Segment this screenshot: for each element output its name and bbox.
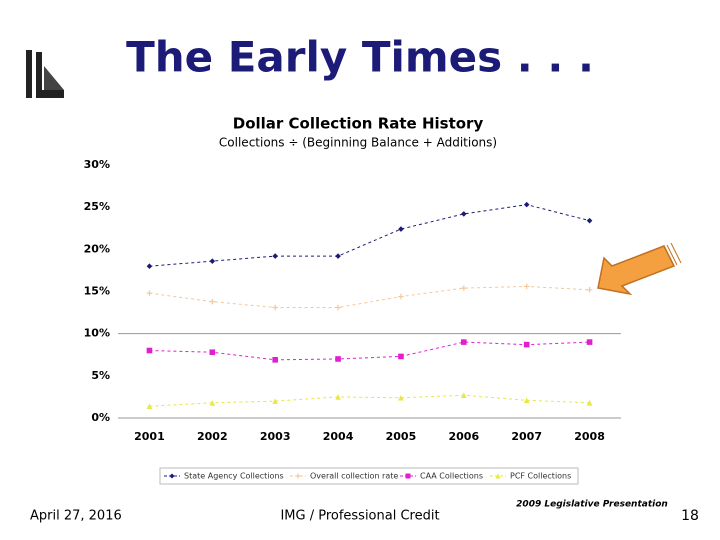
marker	[209, 349, 216, 356]
marker	[272, 304, 278, 311]
marker	[398, 226, 404, 232]
marker	[209, 298, 216, 305]
marker	[461, 392, 467, 399]
marker	[586, 400, 593, 406]
page-number: 18	[681, 508, 699, 524]
marker	[169, 473, 175, 479]
x-tick-label: 2004	[323, 430, 354, 443]
marker	[523, 341, 530, 348]
logo	[26, 50, 64, 98]
x-tick-label: 2006	[449, 430, 480, 443]
marker	[272, 253, 278, 259]
marker	[209, 400, 216, 406]
marker	[272, 398, 278, 404]
series-line	[149, 204, 590, 267]
x-tick-label: 2007	[511, 430, 542, 443]
marker	[586, 339, 593, 345]
marker	[461, 211, 467, 217]
marker	[398, 293, 404, 300]
marker	[398, 353, 404, 360]
x-tick-label: 2002	[197, 430, 228, 443]
marker	[495, 473, 501, 479]
arrow	[597, 242, 682, 296]
y-tick-label: 25%	[84, 200, 110, 213]
marker	[272, 357, 278, 363]
marker	[586, 287, 593, 293]
x-tick-label: 2003	[260, 430, 291, 443]
y-tick-label: 20%	[84, 242, 110, 255]
marker	[295, 473, 301, 479]
legend-box	[159, 467, 579, 485]
series-line	[149, 285, 590, 309]
marker	[523, 201, 530, 208]
marker	[461, 339, 467, 345]
footer: IMG / Professional Credit	[280, 509, 439, 524]
y-tick-label: 30%	[84, 158, 110, 171]
x-tick-label: 2008	[574, 430, 605, 443]
date: April 27, 2016	[30, 509, 122, 524]
marker	[335, 304, 341, 311]
marker	[523, 397, 530, 404]
legend-label: State Agency Collections	[184, 472, 284, 481]
marker	[335, 253, 341, 259]
x-tick-label: 2005	[386, 430, 417, 443]
x-tick-label: 2001	[134, 430, 165, 443]
slide-title: The Early Times . . .	[126, 33, 594, 82]
marker	[586, 217, 593, 224]
series-line	[149, 394, 590, 407]
legend-label: Overall collection rate	[310, 472, 398, 481]
marker	[335, 394, 341, 400]
marker	[146, 347, 153, 354]
marker	[146, 403, 153, 409]
y-tick-label: 5%	[91, 369, 110, 382]
marker	[146, 263, 153, 269]
marker	[209, 258, 216, 264]
marker	[461, 285, 467, 291]
legend-label: PCF Collections	[510, 472, 571, 481]
presentation-name: 2009 Legislative Presentation	[516, 500, 668, 510]
chart-title: Dollar Collection Rate History	[233, 115, 484, 133]
legend-label: CAA Collections	[420, 472, 483, 481]
y-tick-label: 15%	[84, 285, 110, 298]
marker	[146, 290, 153, 296]
series-line	[149, 341, 590, 361]
marker	[335, 356, 341, 362]
chart-subtitle: Collections ÷ (Beginning Balance + Addit…	[219, 136, 497, 150]
y-tick-label: 10%	[84, 327, 110, 340]
y-tick-label: 0%	[91, 411, 110, 424]
marker	[523, 283, 530, 290]
marker	[398, 394, 404, 401]
marker	[405, 473, 411, 479]
